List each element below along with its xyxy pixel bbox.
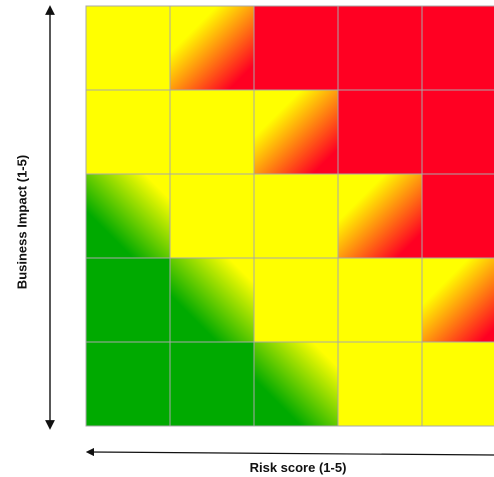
heatmap-cell-r4-c1 bbox=[85, 257, 171, 343]
heatmap-cell-r1-c4 bbox=[337, 5, 423, 91]
heatmap-cell-r5-c2 bbox=[169, 341, 255, 427]
heatmap-cell-r4-c3 bbox=[253, 257, 339, 343]
heatmap-cells bbox=[85, 5, 494, 427]
heatmap-cell-r3-c4 bbox=[337, 173, 423, 259]
heatmap-cell-r2-c4 bbox=[337, 89, 423, 175]
heatmap-cell-r5-c4 bbox=[337, 341, 423, 427]
heatmap-cell-r4-c2 bbox=[169, 257, 255, 343]
heatmap-cell-r5-c1 bbox=[85, 341, 171, 427]
y-axis-label: Business Impact (1-5) bbox=[14, 154, 30, 290]
heatmap-cell-r3-c2 bbox=[169, 173, 255, 259]
heatmap-cell-r1-c2 bbox=[169, 5, 255, 91]
heatmap-cell-r5-c5 bbox=[421, 341, 494, 427]
heatmap-cell-r2-c2 bbox=[169, 89, 255, 175]
heatmap-cell-r4-c5 bbox=[421, 257, 494, 343]
heatmap-cell-r5-c3 bbox=[253, 341, 339, 427]
heatmap-cell-r2-c3 bbox=[253, 89, 339, 175]
heatmap-cell-r1-c5 bbox=[421, 5, 494, 91]
heatmap-cell-r3-c3 bbox=[253, 173, 339, 259]
x-axis-label: Risk score (1-5) bbox=[249, 460, 347, 475]
heatmap-cell-r4-c4 bbox=[337, 257, 423, 343]
heatmap-cell-r2-c5 bbox=[421, 89, 494, 175]
heatmap-cell-r1-c1 bbox=[85, 5, 171, 91]
x-axis-arrow bbox=[85, 447, 494, 457]
heatmap-cell-r2-c1 bbox=[85, 89, 171, 175]
heatmap-cell-r3-c5 bbox=[421, 173, 494, 259]
heatmap-cell-r1-c3 bbox=[253, 5, 339, 91]
heatmap-cell-r3-c1 bbox=[85, 173, 171, 259]
